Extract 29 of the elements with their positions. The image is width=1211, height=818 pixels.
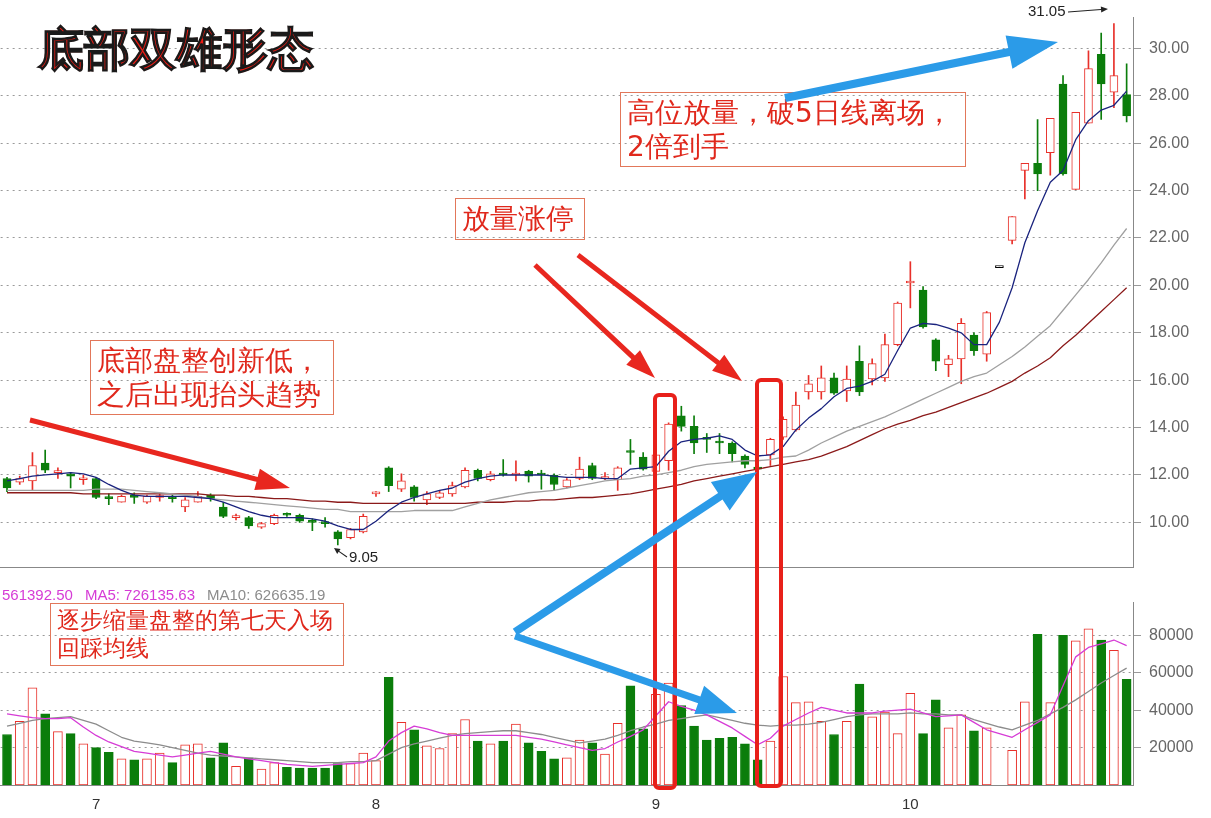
annotation: 561392.50 [2, 586, 73, 603]
y-tick-label: 18.00 [1149, 323, 1190, 341]
y-tick-label: 20000 [1149, 737, 1194, 755]
x-tick-label: 10 [902, 795, 919, 813]
y-tick-label: 60000 [1149, 663, 1194, 681]
y-tick-label: 40000 [1149, 700, 1194, 718]
chart-title: 底部双雄形态 [38, 22, 314, 76]
annotation: MA10: 626635.19 [207, 586, 326, 603]
x-tick-label: 8 [371, 795, 381, 813]
y-tick-label: 14.00 [1149, 417, 1190, 435]
annotation: 底部盘整创新低，之后出现抬头趋势 [90, 340, 334, 416]
annotation: 31.05 [1028, 2, 1066, 20]
annotation: 9.05 [349, 548, 379, 566]
y-tick-label: 24.00 [1149, 181, 1190, 198]
y-tick-label: 22.00 [1149, 228, 1190, 246]
annotation: 高位放量，破5日线离场，2倍到手 [620, 92, 966, 168]
y-tick-label: 30.00 [1149, 38, 1190, 56]
annotation: 放量涨停 [455, 198, 585, 240]
y-tick-label: 10.00 [1149, 512, 1190, 530]
y-tick-label: 26.00 [1149, 133, 1190, 151]
y-tick-label: 80000 [1149, 625, 1194, 643]
y-tick-label: 12.00 [1149, 465, 1190, 483]
annotation: 逐步缩量盘整的第七天入场回踩均线 [50, 603, 344, 667]
x-tick-label: 7 [91, 795, 101, 813]
y-tick-label: 16.00 [1149, 370, 1190, 388]
annotation: MA5: 726135.63 [84, 586, 195, 603]
y-tick-label: 28.00 [1149, 86, 1190, 104]
y-tick-label: 20.00 [1149, 275, 1190, 293]
x-tick-label: 9 [651, 795, 661, 813]
